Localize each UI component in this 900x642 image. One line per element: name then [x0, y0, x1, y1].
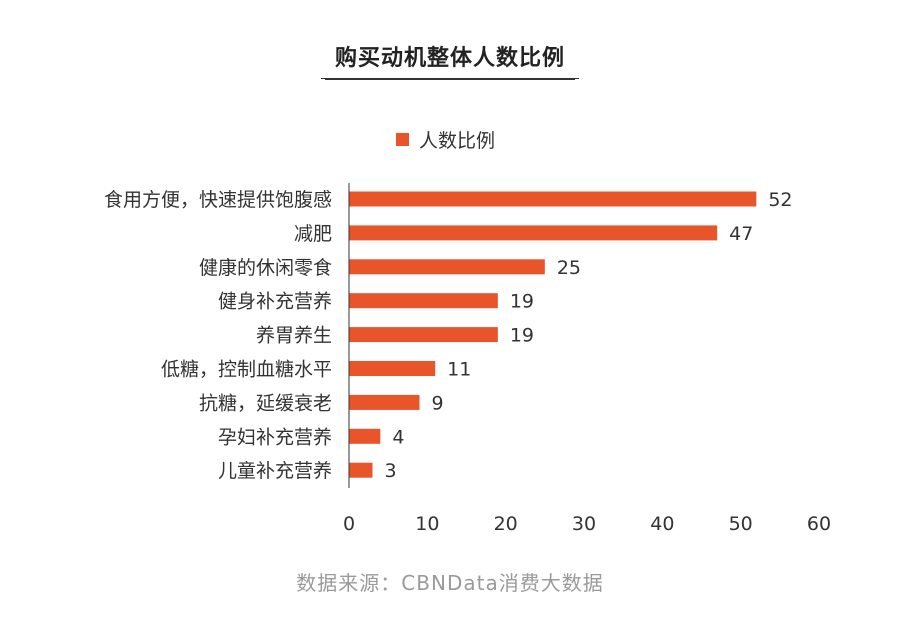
category-label: 孕妇补充营养 [218, 426, 332, 448]
bar [349, 191, 757, 207]
bar [349, 259, 545, 275]
x-tick-label: 60 [807, 513, 831, 535]
title-underline [325, 79, 575, 80]
bar [349, 394, 420, 410]
data-label: 19 [510, 325, 534, 347]
bar [349, 327, 498, 343]
x-tick-label: 50 [729, 513, 753, 535]
bar [349, 462, 373, 478]
category-label: 抗糖，延缓衰老 [199, 392, 332, 414]
category-label: 减肥 [294, 223, 332, 245]
x-tick-label: 20 [494, 513, 518, 535]
chart-title: 购买动机整体人数比例 [320, 40, 579, 79]
data-label: 9 [432, 392, 444, 414]
data-label: 11 [447, 359, 471, 381]
bar [349, 225, 718, 241]
bar [349, 361, 436, 376]
category-label: 低糖，控制血糖水平 [161, 359, 332, 381]
bar [349, 428, 381, 444]
category-label: 养胃养生 [256, 325, 332, 347]
source-note: 数据来源：CBNData消费大数据 [296, 571, 604, 595]
data-label: 4 [392, 426, 404, 448]
legend: 人数比例 [396, 126, 495, 153]
x-tick-label: 0 [343, 513, 355, 535]
data-label: 47 [729, 223, 753, 245]
category-label: 儿童补充营养 [218, 460, 332, 482]
data-label: 19 [510, 291, 534, 313]
data-label: 52 [768, 189, 792, 211]
legend-swatch [396, 133, 409, 146]
category-label: 食用方便，快速提供饱腹感 [104, 189, 332, 211]
category-label: 健康的休闲零食 [199, 257, 332, 279]
data-label: 25 [557, 257, 581, 279]
x-tick-label: 10 [415, 513, 439, 535]
x-tick-label: 40 [650, 513, 674, 535]
bar [349, 293, 498, 309]
x-tick-label: 30 [572, 513, 596, 535]
data-label: 3 [385, 460, 397, 482]
category-label: 健身补充营养 [218, 291, 332, 313]
legend-label: 人数比例 [419, 130, 496, 152]
